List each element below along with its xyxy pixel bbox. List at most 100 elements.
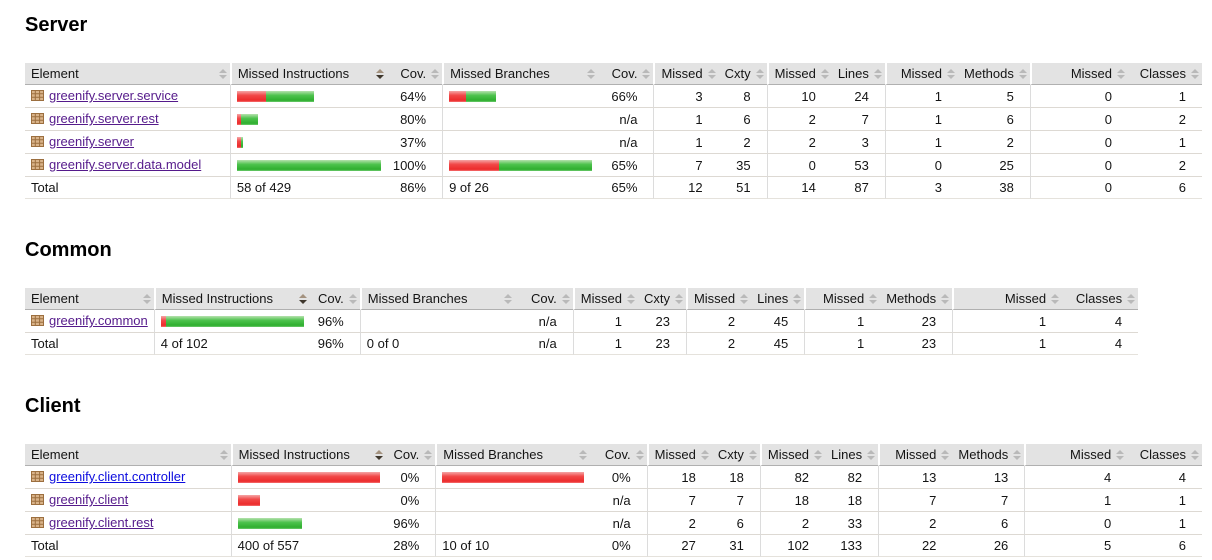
column-header-methods-10[interactable]: Methods	[880, 288, 953, 310]
sort-arrows-icon	[431, 68, 440, 79]
column-header-missed-5[interactable]: Missed	[646, 444, 712, 466]
column-header-missed-7[interactable]: Missed	[759, 444, 826, 466]
package-link[interactable]: greenify.server.service	[49, 88, 179, 103]
instruction-coverage-bar-cell	[229, 154, 387, 177]
sort-arrows-icon	[142, 293, 151, 304]
table-row: greenify.client.rest 96% n/a 2 6 2 33 2 6 0 1	[25, 512, 1202, 535]
column-header-cov--2[interactable]: Cov.	[309, 288, 360, 310]
column-header-cxty-6[interactable]: Cxty	[711, 444, 760, 466]
total-branch-coverage-pct: n/a	[514, 333, 573, 355]
instruction-coverage-bar-cell	[230, 512, 386, 535]
header-row: Element Missed Instructions Cov. Missed Bra…	[25, 288, 1139, 310]
methods-cell: 7	[952, 489, 1025, 512]
package-icon	[31, 516, 44, 531]
package-link[interactable]: greenify.server.data.model	[49, 157, 202, 172]
missed-cxty-cell: 3	[653, 85, 719, 108]
package-link[interactable]: greenify.server.rest	[49, 111, 159, 126]
column-header-missed-11[interactable]: Missed	[1024, 444, 1128, 466]
column-header-cov--4[interactable]: Cov.	[598, 63, 654, 85]
total-cxty-cell: 23	[637, 333, 686, 355]
column-header-missed-7[interactable]: Missed	[766, 63, 832, 85]
package-icon	[31, 158, 44, 173]
instruction-coverage-pct: 100%	[386, 154, 443, 177]
element-cell: greenify.server	[25, 131, 230, 154]
column-header-cov--4[interactable]: Cov.	[514, 288, 573, 310]
sort-desc-icon	[298, 293, 307, 304]
column-header-missed-instructions-1[interactable]: Missed Instructions	[229, 63, 387, 85]
total-classes-cell: 6	[1127, 535, 1202, 557]
column-header-missed-5[interactable]: Missed	[572, 288, 638, 310]
column-header-methods-10[interactable]: Methods	[958, 63, 1030, 85]
column-header-label: Missed	[654, 447, 696, 462]
missed-lines-cell: 2	[766, 131, 832, 154]
column-header-classes-12[interactable]: Classes	[1127, 444, 1202, 466]
sort-arrows-icon	[1191, 68, 1199, 79]
column-header-label: Cov.	[400, 66, 427, 81]
table-row: greenify.server 37% n/a 1 2 2 3 1 2 0 1	[25, 131, 1202, 154]
column-header-missed-branches-3[interactable]: Missed Branches	[435, 444, 591, 466]
sort-arrows-icon	[674, 293, 683, 304]
column-header-missed-instructions-1[interactable]: Missed Instructions	[153, 288, 310, 310]
lines-cell: 7	[831, 108, 885, 131]
column-header-label: Cov.	[611, 66, 638, 81]
missed-methods-cell: 1	[884, 131, 959, 154]
missed-lines-cell: 2	[759, 512, 826, 535]
sort-arrows-icon	[579, 449, 588, 460]
sort-arrows-icon	[869, 293, 878, 304]
column-header-label: Cov.	[604, 447, 631, 462]
package-link[interactable]: greenify.client.controller	[49, 469, 186, 484]
column-header-lines-8[interactable]: Lines	[825, 444, 879, 466]
column-header-missed-9[interactable]: Missed	[884, 63, 959, 85]
missed-classes-cell: 0	[1029, 154, 1129, 177]
column-header-missed-11[interactable]: Missed	[952, 288, 1063, 310]
column-header-label: Missed	[1070, 66, 1113, 81]
instruction-coverage-pct: 64%	[386, 85, 443, 108]
total-row: Total 58 of 429 86% 9 of 26 65% 12 51 14 87 3 38 0 6	[25, 177, 1202, 199]
missed-classes-cell: 1	[952, 310, 1063, 333]
covered-bar	[236, 159, 381, 171]
column-header-cov--2[interactable]: Cov.	[386, 63, 443, 85]
column-header-missed-9[interactable]: Missed	[878, 444, 953, 466]
column-header-missed-9[interactable]: Missed	[804, 288, 881, 310]
column-header-element-0[interactable]: Element	[25, 63, 230, 85]
total-missed-branches-cell: 9 of 26	[442, 177, 599, 199]
lines-cell: 45	[751, 310, 805, 333]
package-link[interactable]: greenify.server	[49, 134, 135, 149]
column-header-element-0[interactable]: Element	[25, 444, 231, 466]
column-header-classes-12[interactable]: Classes	[1062, 288, 1139, 310]
classes-cell: 4	[1127, 466, 1202, 489]
column-header-lines-8[interactable]: Lines	[751, 288, 805, 310]
section-title: Server	[25, 14, 88, 36]
column-header-missed-5[interactable]: Missed	[653, 63, 719, 85]
column-header-cov--4[interactable]: Cov.	[590, 444, 647, 466]
lines-cell: 53	[831, 154, 885, 177]
missed-cxty-cell: 1	[572, 310, 638, 333]
package-link[interactable]: greenify.common	[49, 313, 148, 328]
table-row: greenify.server.data.model 100% 65% 7 35 0 53 0…	[25, 154, 1202, 177]
column-header-methods-10[interactable]: Methods	[952, 444, 1025, 466]
sort-arrows-icon	[740, 293, 749, 304]
methods-cell: 5	[958, 85, 1030, 108]
column-header-missed-11[interactable]: Missed	[1029, 63, 1129, 85]
total-missed-cxty-cell: 1	[572, 333, 638, 355]
instruction-coverage-bar-cell	[230, 466, 386, 489]
total-cxty-cell: 51	[718, 177, 767, 199]
package-link[interactable]: greenify.client	[49, 492, 129, 507]
header-row: Element Missed Instructions Cov. Missed Bra…	[25, 63, 1202, 85]
sort-arrows-icon	[941, 449, 950, 460]
total-missed-classes-cell: 5	[1024, 535, 1128, 557]
package-link[interactable]: greenify.client.rest	[49, 515, 154, 530]
column-header-lines-8[interactable]: Lines	[831, 63, 885, 85]
column-header-missed-branches-3[interactable]: Missed Branches	[359, 288, 515, 310]
sort-arrows-icon	[348, 293, 357, 304]
column-header-missed-7[interactable]: Missed	[685, 288, 752, 310]
column-header-cxty-6[interactable]: Cxty	[637, 288, 686, 310]
missed-cxty-cell: 7	[653, 154, 719, 177]
column-header-cxty-6[interactable]: Cxty	[718, 63, 767, 85]
column-header-classes-12[interactable]: Classes	[1128, 63, 1202, 85]
column-header-cov--2[interactable]: Cov.	[385, 444, 436, 466]
column-header-element-0[interactable]: Element	[25, 288, 154, 310]
column-header-missed-branches-3[interactable]: Missed Branches	[442, 63, 599, 85]
column-header-missed-instructions-1[interactable]: Missed Instructions	[230, 444, 386, 466]
branch-coverage-pct: 0%	[590, 466, 647, 489]
